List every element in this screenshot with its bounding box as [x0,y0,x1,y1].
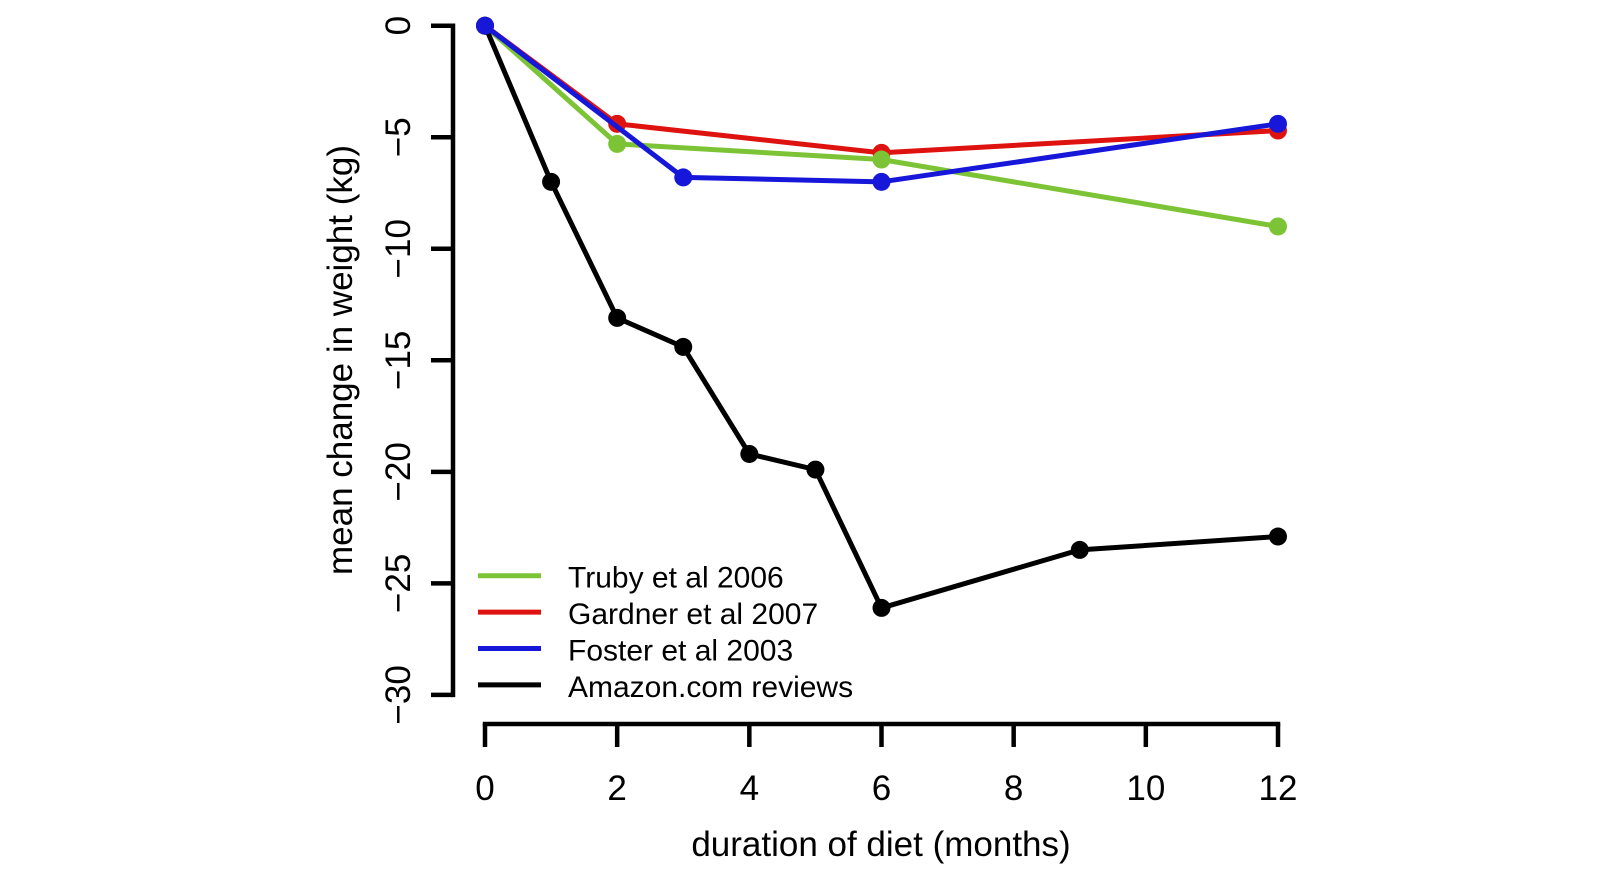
series-layer [476,16,1287,617]
y-tick-label: −5 [379,117,418,157]
data-point [872,172,891,191]
y-tick-label: −15 [379,331,418,390]
y-axis-title: mean change in weight (kg) [321,145,360,575]
data-point [1269,527,1287,546]
legend-item: Foster et al 2003 [478,635,793,668]
y-tick-label: −25 [379,554,418,613]
series-line [483,23,1279,185]
axes-layer: 0 −5 −10 −15 −20 −25 −30 0 2 4 6 8 10 12 [379,16,1297,808]
x-tick-label: 4 [740,769,759,808]
data-point [1269,217,1287,236]
data-point [1269,114,1287,133]
x-tick-label: 12 [1259,769,1298,808]
x-tick-label: 0 [475,769,494,808]
series-0 [476,16,1287,236]
data-point [674,337,693,356]
legend-label: Amazon.com reviews [568,671,853,704]
y-tick-label: −20 [379,442,418,501]
series-2 [476,16,1287,191]
x-tick-label: 2 [607,769,626,808]
data-point [872,598,891,617]
data-point [542,172,561,191]
legend-item: Truby et al 2006 [478,562,784,595]
y-tick-label: 0 [379,16,418,35]
y-tick-label: −10 [379,219,418,278]
data-point [674,168,693,187]
x-tick-label: 8 [1004,769,1023,808]
legend-label: Gardner et al 2007 [568,598,818,631]
data-point [806,460,825,479]
x-axis-title: duration of diet (months) [691,825,1070,864]
legend-item: Gardner et al 2007 [478,598,818,631]
y-tick-label: −30 [379,665,418,724]
data-point [608,308,627,327]
data-point [872,150,891,169]
x-tick-label: 10 [1126,769,1165,808]
data-point [740,444,759,463]
data-point [608,134,627,153]
series-line [483,23,1279,229]
legend-label: Truby et al 2006 [568,562,784,595]
data-point [1070,540,1089,559]
x-tick-label: 6 [872,769,891,808]
legend-item: Amazon.com reviews [478,671,853,704]
data-point [476,16,494,35]
legend-label: Foster et al 2003 [568,635,793,668]
